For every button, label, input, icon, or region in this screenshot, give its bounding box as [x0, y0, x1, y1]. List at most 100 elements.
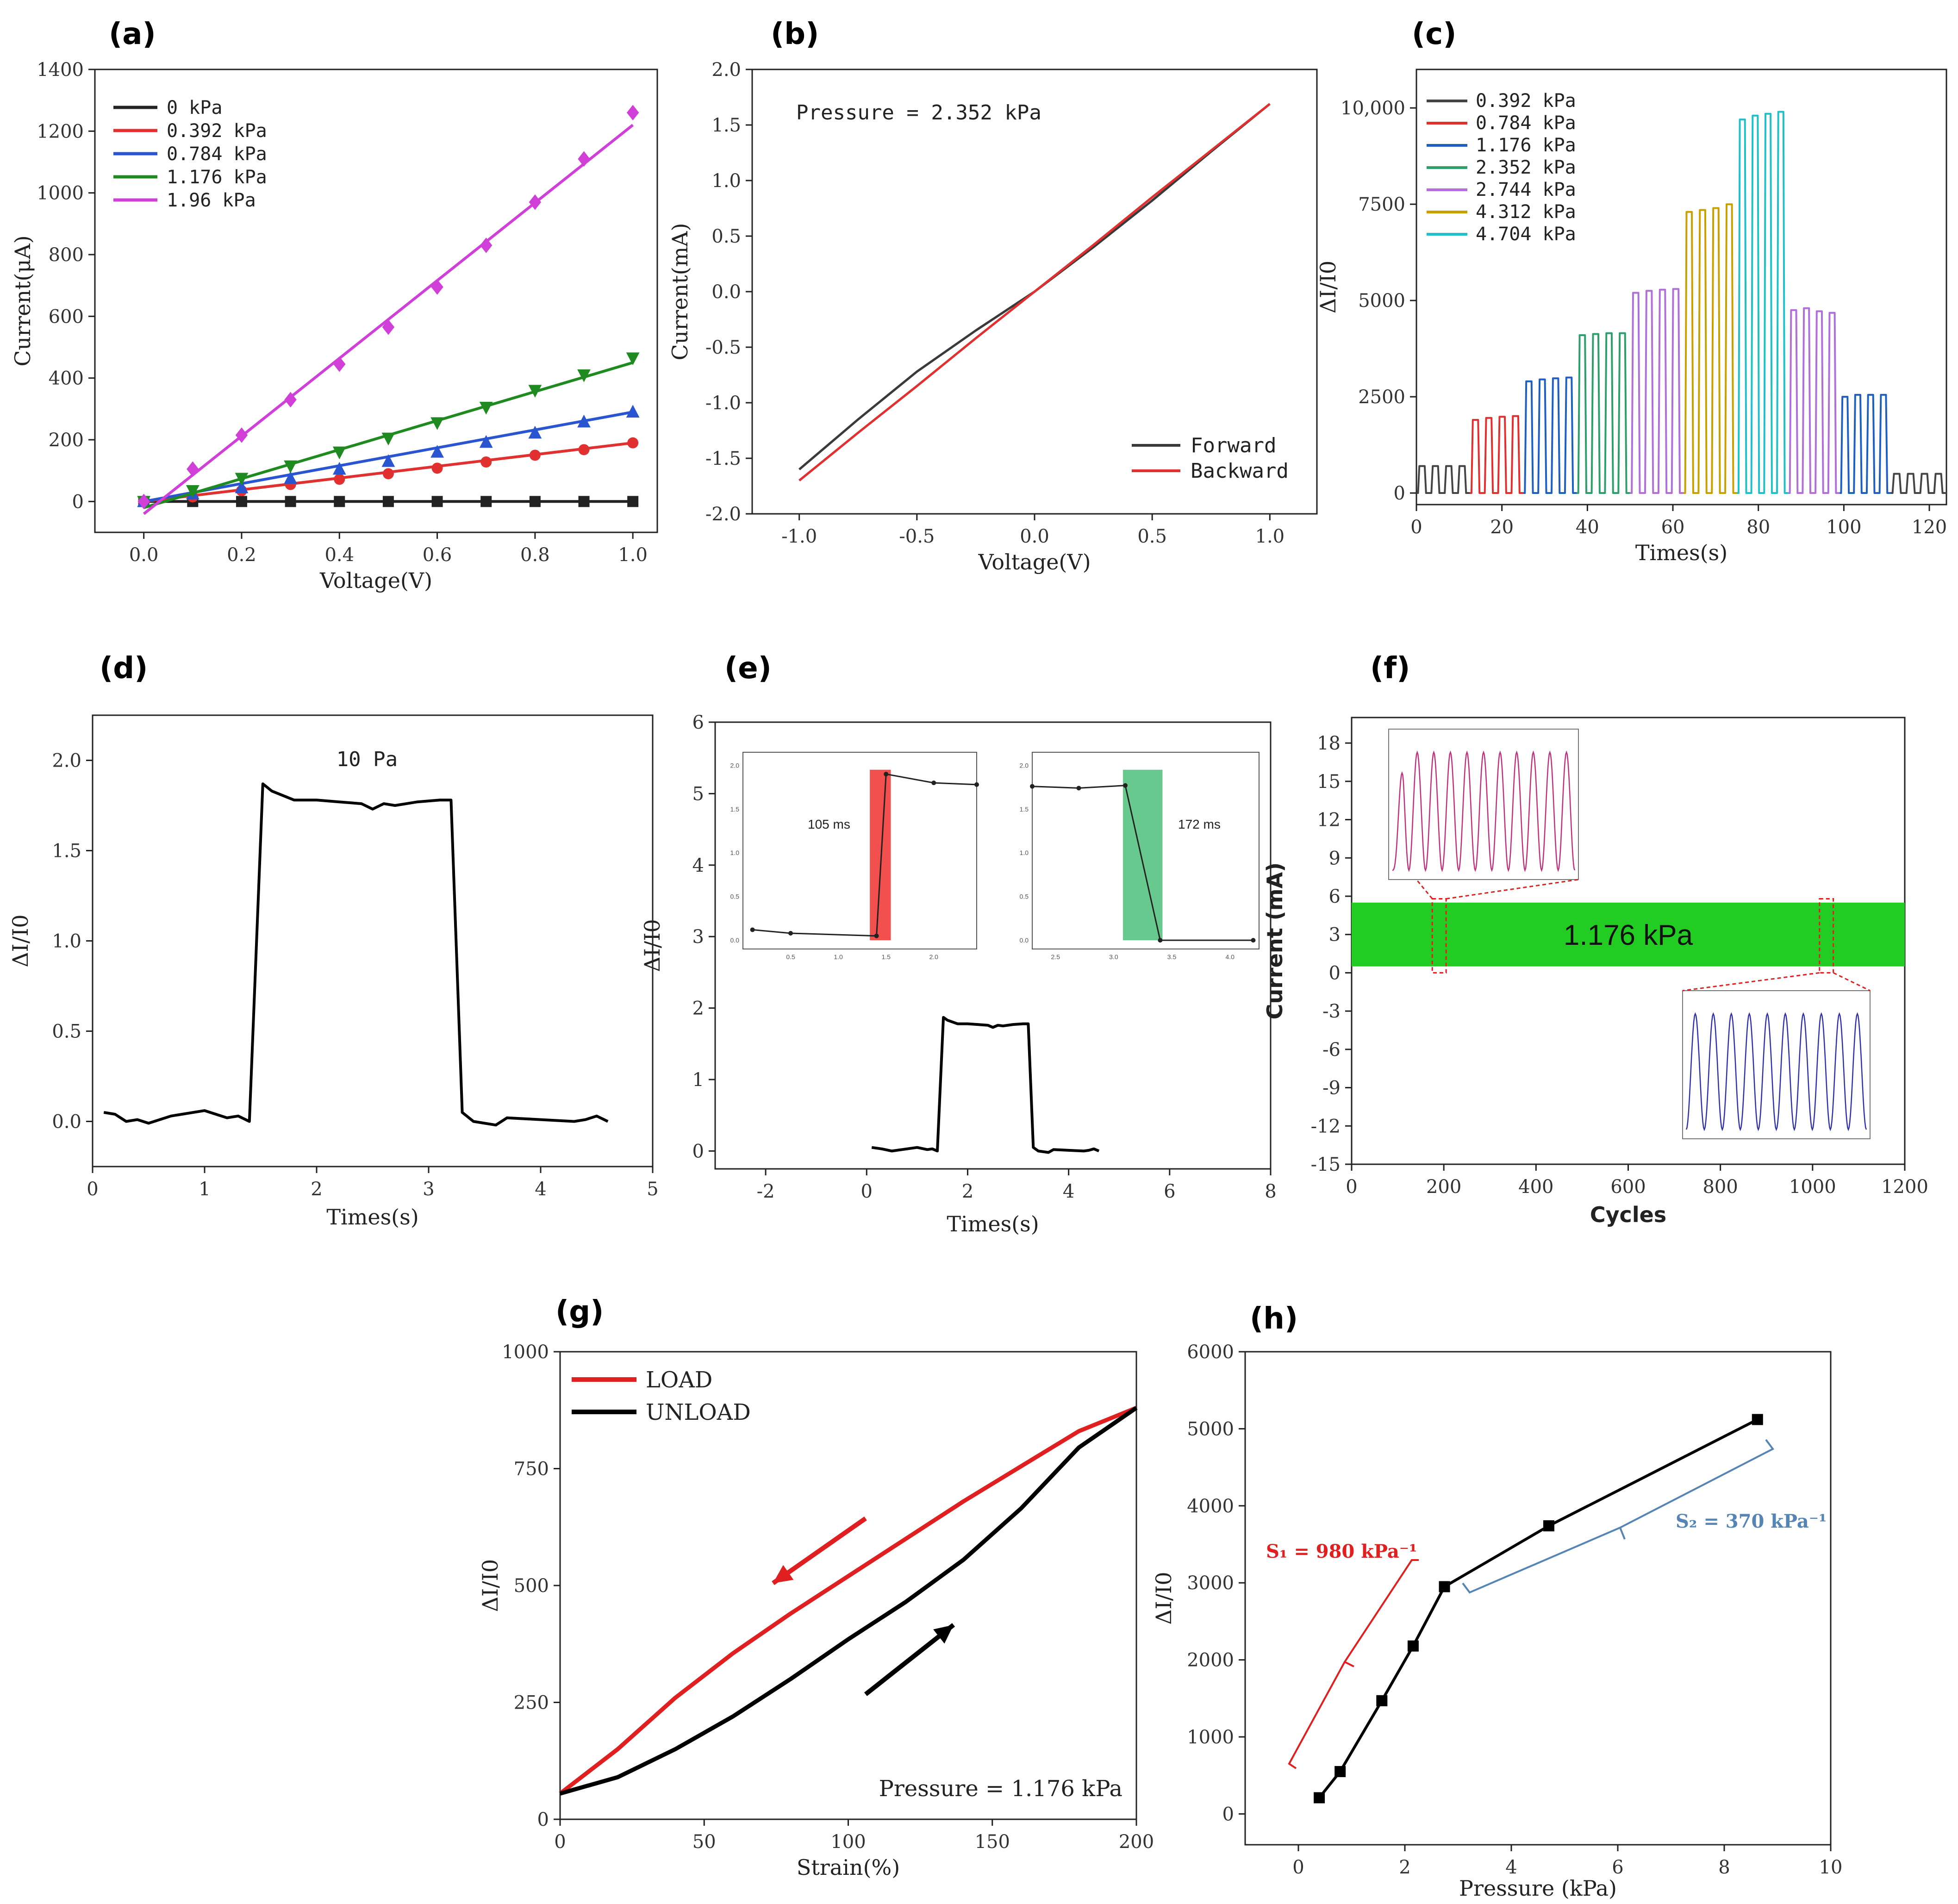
x-tick-label: -2 [757, 1181, 775, 1202]
y-tick-label: 200 [49, 430, 84, 451]
inset-y-tick-label: 0.5 [730, 893, 740, 900]
inset-x-tick-label: 1.5 [881, 953, 891, 961]
inset-y-tick-label: 0.0 [1020, 936, 1029, 944]
inset-x-tick-label: 3.5 [1167, 953, 1177, 961]
y-tick-label: 0.5 [711, 226, 741, 247]
data-point [284, 460, 298, 474]
x-axis-label: Voltage(V) [978, 549, 1091, 574]
inset-line [752, 773, 977, 937]
panel-d-chart: 0 1 2 3 4 5 0.0 0.5 1.0 1.5 2.0 Times(s) ΔI/I0 10 Pa [8, 714, 659, 1230]
data-point [333, 356, 346, 372]
y-tick-label: 0.5 [52, 1021, 81, 1043]
y-tick-label: 18 [1317, 733, 1341, 754]
inset-y-tick-label: 2.0 [730, 762, 740, 769]
legend-label: 1.176 kPa [167, 167, 267, 188]
data-point [235, 480, 249, 493]
y-axis-label: ΔI/I0 [1151, 1572, 1176, 1624]
inset-y-tick-label: 1.5 [1020, 805, 1029, 813]
data-point [284, 392, 297, 408]
data-point [235, 427, 248, 443]
panel-label-g: (g) [555, 1295, 604, 1329]
x-tick-label: 40 [1576, 517, 1599, 538]
pulse-train [1891, 473, 1946, 494]
inset-y-tick-label: 0.5 [1020, 893, 1029, 900]
y-tick-label: 6 [1329, 886, 1341, 907]
y-tick-label: 1 [692, 1069, 704, 1091]
pulse-train [1737, 111, 1789, 494]
inset-x-tick-label: 2.5 [1051, 953, 1060, 961]
y-tick-label: 0 [692, 1141, 704, 1162]
x-tick-label: 150 [975, 1831, 1010, 1853]
legend-label: 4.704 kPa [1476, 224, 1576, 245]
inset-waveform [1685, 1012, 1867, 1131]
panel-c-chart: 0 20 40 60 80 100 120 0 2500 5000 7500 10,000 Times(… [1316, 69, 1947, 565]
y-tick-label: 400 [49, 368, 84, 389]
y-tick-label: 600 [49, 306, 84, 327]
panel-a-chart: 0.0 0.2 0.4 0.6 0.8 1.0 0 200 400 600 800 1000 1200 1… [10, 59, 658, 593]
y-tick-label: -6 [1322, 1039, 1341, 1061]
zoom-connector [1415, 879, 1433, 899]
data-point [430, 445, 444, 458]
x-tick-label: 0.5 [1137, 526, 1167, 547]
x-tick-label: 100 [830, 1831, 866, 1853]
panel-label-f: (f) [1370, 651, 1410, 686]
x-tick-label: 0.6 [423, 544, 452, 566]
x-tick-label: 0.0 [1020, 526, 1049, 547]
legend-label: 2.744 kPa [1476, 179, 1576, 200]
legend-label: 0.784 kPa [1476, 112, 1576, 134]
y-tick-label: -0.5 [705, 337, 741, 358]
pulse-train [1630, 288, 1684, 494]
y-tick-label: -15 [1311, 1154, 1341, 1175]
x-tick-label: 1200 [1881, 1176, 1928, 1198]
y-tick-label: -1.5 [705, 448, 741, 469]
y-tick-label: 1400 [37, 59, 84, 81]
data-point [1439, 1581, 1450, 1592]
unload-arrow-head [933, 1625, 954, 1644]
data-point [578, 496, 590, 507]
y-tick-label: -12 [1311, 1116, 1341, 1137]
y-tick-label: 1000 [1187, 1727, 1234, 1748]
legend-label: 0 kPa [167, 97, 222, 119]
y-tick-label: 5000 [1187, 1418, 1234, 1440]
inset-point [884, 772, 889, 777]
data-point [528, 385, 542, 398]
y-tick-label: 0.0 [52, 1111, 81, 1133]
legend-label: UNLOAD [646, 1399, 751, 1425]
x-tick-label: 4 [535, 1179, 546, 1200]
inset-point [1123, 783, 1128, 788]
data-point [529, 449, 541, 461]
data-point [1543, 1520, 1554, 1532]
panel-g-chart: 0 50 100 150 200 0 250 500 750 1000 Strain(%) ΔI/I0… [478, 1342, 1154, 1880]
inset-x-tick-label: 3.0 [1109, 953, 1118, 961]
data-point [431, 462, 443, 474]
x-tick-label: 4 [1063, 1181, 1074, 1202]
panel-f-chart: 0 200 400 600 800 1000 1200 -15 -12 -9 -6 -3 0 3 6 9 12 1… [1262, 717, 1928, 1227]
plot-frame [1244, 1351, 1832, 1846]
data-point [1334, 1766, 1346, 1777]
x-tick-label: 50 [692, 1831, 716, 1853]
data-point [1752, 1414, 1763, 1425]
inset-point [874, 933, 879, 938]
x-tick-label: 8 [1718, 1857, 1730, 1878]
y-tick-label: 2500 [1358, 387, 1405, 408]
data-point [137, 493, 150, 510]
cycling-band [1352, 902, 1905, 967]
legend-label: 0.784 kPa [167, 144, 267, 165]
s1-label: S₁ = 980 kPa⁻¹ [1266, 1541, 1417, 1562]
plot-frame [1415, 69, 1947, 506]
data-point [1376, 1695, 1388, 1706]
legend-label: 2.352 kPa [1476, 157, 1576, 178]
legend-label: 4.312 kPa [1476, 201, 1576, 223]
x-tick-label: 400 [1518, 1176, 1553, 1198]
inset-point [931, 780, 936, 786]
x-tick-label: 0.8 [520, 544, 550, 566]
y-tick-label: 250 [514, 1692, 549, 1714]
legend-label: Forward [1191, 434, 1276, 457]
panel-h-chart: 0 2 4 6 8 10 0 1000 2000 3000 4000 5000 6000 Pressure… [1151, 1342, 1842, 1901]
inset-y-tick-label: 1.5 [730, 805, 740, 813]
x-axis-label: Pressure (kPa) [1459, 1876, 1617, 1901]
load-arrow-head [773, 1565, 794, 1583]
x-axis-label: Times(s) [947, 1211, 1039, 1236]
inset-x-tick-label: 0.5 [786, 953, 795, 961]
x-tick-label: 2 [311, 1179, 322, 1200]
